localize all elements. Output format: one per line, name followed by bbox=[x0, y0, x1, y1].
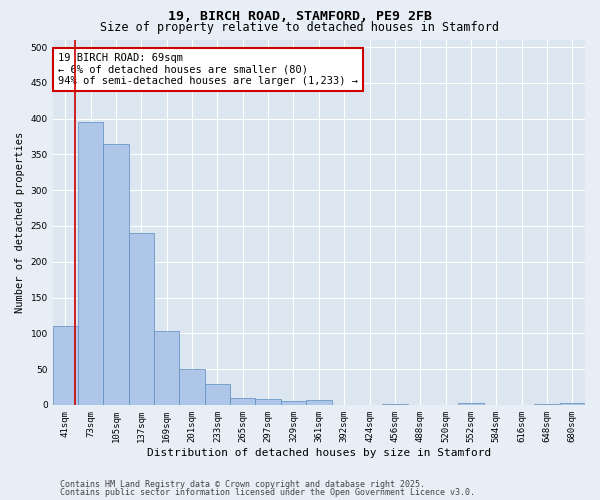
Text: Size of property relative to detached houses in Stamford: Size of property relative to detached ho… bbox=[101, 21, 499, 34]
Bar bbox=[154, 331, 179, 405]
Text: Contains HM Land Registry data © Crown copyright and database right 2025.: Contains HM Land Registry data © Crown c… bbox=[60, 480, 425, 489]
Bar bbox=[103, 144, 129, 405]
Bar bbox=[458, 402, 484, 405]
Bar bbox=[306, 400, 332, 405]
Bar bbox=[230, 398, 256, 405]
Bar bbox=[560, 402, 585, 405]
Bar bbox=[179, 369, 205, 405]
Bar bbox=[281, 402, 306, 405]
X-axis label: Distribution of detached houses by size in Stamford: Distribution of detached houses by size … bbox=[147, 448, 491, 458]
Bar bbox=[382, 404, 407, 405]
Bar bbox=[53, 326, 78, 405]
Bar bbox=[256, 399, 281, 405]
Text: 19, BIRCH ROAD, STAMFORD, PE9 2FB: 19, BIRCH ROAD, STAMFORD, PE9 2FB bbox=[168, 10, 432, 23]
Text: 19 BIRCH ROAD: 69sqm
← 6% of detached houses are smaller (80)
94% of semi-detach: 19 BIRCH ROAD: 69sqm ← 6% of detached ho… bbox=[58, 53, 358, 86]
Text: Contains public sector information licensed under the Open Government Licence v3: Contains public sector information licen… bbox=[60, 488, 475, 497]
Bar bbox=[205, 384, 230, 405]
Y-axis label: Number of detached properties: Number of detached properties bbox=[15, 132, 25, 313]
Bar bbox=[535, 404, 560, 405]
Bar bbox=[129, 233, 154, 405]
Bar bbox=[78, 122, 103, 405]
